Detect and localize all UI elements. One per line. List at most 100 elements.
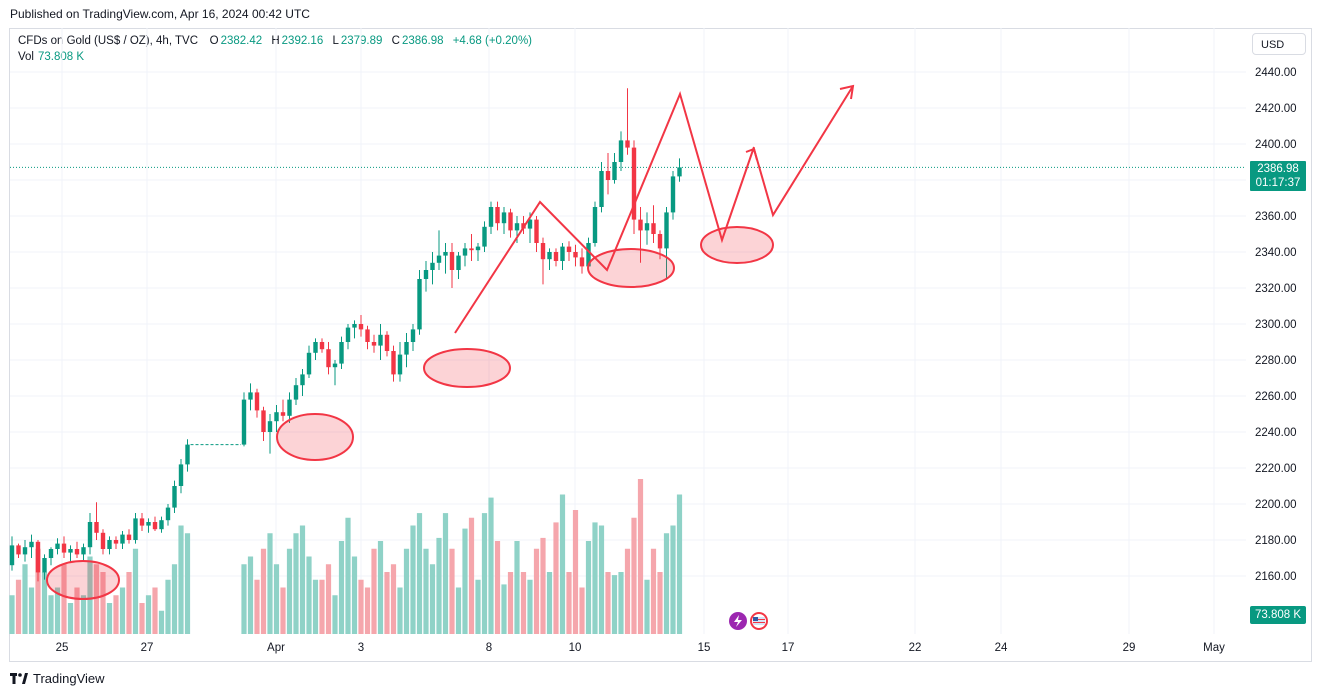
candle-up — [293, 385, 299, 400]
price-tick-label: 2440.00 — [1255, 67, 1297, 79]
volume-bar — [475, 579, 481, 634]
volume-bar — [132, 548, 139, 634]
chart-frame — [9, 28, 1312, 662]
time-tick-label: May — [1203, 642, 1225, 654]
volume-bar — [514, 541, 520, 634]
candle-down — [566, 246, 572, 252]
candle-down — [35, 541, 41, 573]
volume-bar — [299, 525, 306, 634]
candle-up — [107, 540, 112, 549]
time-tick-label: 3 — [358, 642, 364, 654]
candle-down — [326, 349, 331, 368]
support-ellipse — [700, 226, 774, 264]
close-value: 2386.98 — [401, 35, 444, 47]
lightning-event-icon[interactable] — [729, 612, 747, 630]
candle-up — [423, 270, 429, 279]
volume-bar — [423, 548, 429, 634]
volume-bar — [139, 603, 145, 634]
currency-button[interactable]: USD — [1252, 33, 1306, 55]
volume-bar — [152, 587, 158, 634]
candle-up — [313, 342, 318, 353]
candle-up — [378, 334, 383, 346]
candle-down — [540, 243, 546, 260]
volume-bar — [403, 548, 410, 634]
price-axis: 2160.00 2180.00 2200.00 2220.00 2240.00 2260.… — [1255, 67, 1297, 583]
volume-bar — [468, 517, 475, 634]
volume-bar — [325, 564, 332, 634]
price-tick-label: 2400.00 — [1255, 139, 1297, 151]
candle-down — [553, 252, 559, 261]
volume-bar — [338, 541, 345, 634]
volume-bar — [15, 579, 22, 634]
volume-bar — [481, 513, 488, 634]
price-tick-label: 2280.00 — [1255, 355, 1297, 367]
candle-up — [339, 342, 344, 364]
volume-bar — [670, 525, 676, 634]
candle-down — [495, 207, 500, 224]
drawings — [46, 84, 855, 600]
volume-bar — [119, 587, 126, 634]
volume-bar — [312, 579, 319, 634]
candle-up — [618, 140, 624, 162]
price-tick-label: 2260.00 — [1255, 391, 1297, 403]
volume-bar — [559, 494, 566, 634]
candle-up — [9, 545, 15, 566]
volume-bars — [9, 479, 683, 634]
candle-up — [22, 547, 28, 555]
candle-down — [651, 223, 656, 234]
volume-bar — [54, 587, 61, 634]
volume-bar — [455, 587, 462, 634]
volume-bar — [332, 595, 338, 634]
volume-bar — [351, 556, 358, 634]
candle-down — [631, 147, 637, 220]
footer-brand[interactable]: TradingView — [33, 671, 105, 686]
us-flag-event-icon[interactable] — [750, 612, 768, 630]
candle-down — [508, 212, 513, 231]
candle-up — [159, 520, 164, 530]
last-price-tag: 2386.98 01:17:37 — [1250, 161, 1306, 191]
volume-bar — [488, 497, 494, 634]
volume-bar — [22, 564, 28, 634]
candle-up — [410, 329, 416, 342]
vol-label[interactable]: Vol — [18, 51, 34, 63]
volume-bar — [184, 533, 191, 634]
price-tick-label: 2220.00 — [1255, 463, 1297, 475]
volume-bar — [178, 525, 184, 634]
volume-bar — [631, 517, 637, 634]
symbol-title[interactable]: CFDs on Gold (US$ / OZ), 4h, TVC — [18, 35, 199, 47]
low-label: L — [332, 35, 339, 47]
flag-icon — [753, 617, 765, 625]
volume-bar — [9, 595, 15, 634]
close-label: C — [391, 35, 400, 47]
high-value: 2392.16 — [281, 35, 324, 47]
volume-bar — [100, 572, 106, 634]
volume-bar — [644, 579, 650, 634]
volume-bar — [371, 548, 377, 634]
price-tick-label: 2360.00 — [1255, 211, 1297, 223]
candle-up — [670, 176, 676, 213]
candle-up — [404, 342, 409, 355]
candle-up — [241, 399, 247, 445]
support-ellipse — [46, 560, 120, 600]
candle-up — [300, 374, 305, 386]
candle-up — [644, 223, 650, 231]
candle-up — [560, 246, 565, 261]
price-tick-label: 2240.00 — [1255, 427, 1297, 439]
change-value: +4.68 (+0.20%) — [452, 35, 532, 47]
candle-down — [319, 342, 325, 350]
candle-up — [42, 558, 47, 573]
candle-up — [146, 522, 151, 526]
volume-bar — [572, 510, 579, 634]
time-tick-label: 22 — [909, 642, 922, 654]
candle-up — [417, 279, 422, 330]
candle-up — [527, 219, 533, 229]
volume-bar — [74, 587, 80, 634]
bar-countdown: 01:17:37 — [1255, 177, 1301, 189]
candle-up — [248, 392, 253, 400]
candle-down — [152, 522, 158, 530]
volume-bar — [540, 537, 546, 634]
candle-down — [139, 518, 145, 526]
candle-up — [68, 549, 73, 553]
time-tick-label: 17 — [782, 642, 795, 654]
